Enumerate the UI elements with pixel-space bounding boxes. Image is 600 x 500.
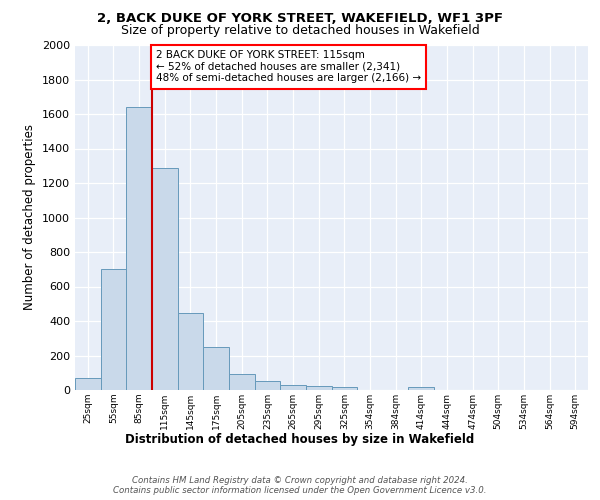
Bar (409, 388, 434, 390)
Text: Contains HM Land Registry data © Crown copyright and database right 2024.
Contai: Contains HM Land Registry data © Crown c… (113, 476, 487, 495)
Text: Distribution of detached houses by size in Wakefield: Distribution of detached houses by size … (125, 432, 475, 446)
Bar (127, 107, 152, 390)
Y-axis label: Number of detached properties: Number of detached properties (23, 124, 37, 310)
Bar (280, 385, 306, 390)
Bar (75, 378, 101, 390)
Bar (152, 168, 178, 390)
Text: Size of property relative to detached houses in Wakefield: Size of property relative to detached ho… (121, 24, 479, 37)
Bar (101, 269, 127, 390)
Bar (178, 313, 203, 390)
Bar (229, 374, 254, 390)
Bar (306, 386, 331, 390)
Text: 2, BACK DUKE OF YORK STREET, WAKEFIELD, WF1 3PF: 2, BACK DUKE OF YORK STREET, WAKEFIELD, … (97, 12, 503, 26)
Text: 2 BACK DUKE OF YORK STREET: 115sqm
← 52% of detached houses are smaller (2,341)
: 2 BACK DUKE OF YORK STREET: 115sqm ← 52%… (156, 50, 421, 84)
Bar (254, 380, 280, 390)
Bar (203, 347, 229, 390)
Bar (331, 388, 357, 390)
